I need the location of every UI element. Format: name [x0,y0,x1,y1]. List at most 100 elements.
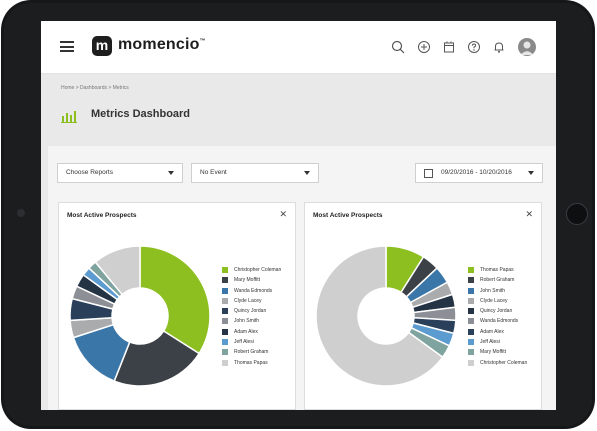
pie-slice-thomas-papas[interactable] [94,245,141,296]
legend-swatch [222,277,228,284]
chart-legend: Thomas Papas Robert Graham John Smith Clyde… [468,267,527,370]
legend-item: Jeff Alesi [222,339,281,349]
legend-swatch [222,339,228,346]
legend-item: Jeff Alesi [468,339,527,349]
app-name: momencio™ [118,36,206,53]
legend-item: Wanda Edmonds [222,287,281,298]
legend-item: Thomas Papas [222,359,281,370]
legend-item: Christopher Coleman [468,359,528,370]
legend-swatch [222,359,228,366]
legend-label: Clyde Lacey [480,297,508,304]
bell-icon[interactable] [492,40,506,54]
legend-label: Mary Moffitt [234,277,261,284]
prospects-card-right: Most Active Prospects ✕ Thomas Papas Robe… [304,202,542,410]
legend-swatch [468,277,474,284]
legend-label: Quincy Jordan [234,308,267,315]
legend-swatch [468,328,474,335]
card-title: Most Active Prospects [313,212,383,219]
logo-icon: m [92,36,112,56]
legend-item: John Smith [222,318,281,328]
legend-label: Robert Graham [480,277,515,284]
legend-swatch [468,297,474,304]
legend-swatch [222,328,228,335]
date-range-picker[interactable]: 09/20/2016 - 10/20/2016 [415,163,543,183]
pie-slice-mary-moffitt[interactable] [113,329,201,387]
legend-item: Mary Moffitt [468,349,527,359]
legend-swatch [222,287,228,294]
close-icon[interactable]: ✕ [279,209,287,219]
chevron-down-icon [168,171,174,175]
legend-item: Quincy Jordan [468,308,527,318]
legend-label: Adam Alex [480,328,504,335]
legend-swatch [468,308,474,315]
legend-label: Thomas Papas [234,359,268,366]
legend-swatch [222,267,228,273]
legend-swatch [222,308,228,315]
donut-chart [315,245,457,387]
legend-item: Adam Alex [222,328,281,339]
legend-swatch [222,349,228,356]
chevron-down-icon [304,171,310,175]
reports-select[interactable]: Choose Reports [57,163,183,183]
event-select[interactable]: No Event [191,163,319,183]
legend-label: Adam Alex [234,328,258,335]
legend-label: Wanda Edmonds [480,318,519,325]
legend-item: Robert Graham [222,349,281,359]
camera-icon [17,209,25,217]
legend-label: Christopher Coleman [480,359,528,366]
legend-label: John Smith [480,287,506,294]
legend-item: Clyde Lacey [222,297,281,308]
legend-item: Clyde Lacey [468,297,527,308]
legend-swatch [222,318,228,325]
legend-swatch [468,349,474,356]
top-bar: m momencio™ [41,21,556,74]
chevron-down-icon [528,171,534,175]
breadcrumb[interactable]: Home > Dashboards > Metrics [61,85,129,91]
home-button[interactable] [566,203,588,225]
reports-select-value: Choose Reports [66,169,113,176]
date-range-value: 09/20/2016 - 10/20/2016 [441,169,512,176]
pie-slice-christopher-coleman[interactable] [315,245,444,387]
page-title: Metrics Dashboard [91,108,191,120]
legend-swatch [468,287,474,294]
pie-slice-christopher-coleman[interactable] [139,245,211,355]
event-select-value: No Event [200,169,227,176]
legend-label: Jeff Alesi [480,339,500,346]
calendar-icon [424,169,433,178]
legend-label: Quincy Jordan [480,308,513,315]
add-icon[interactable] [417,40,431,54]
card-title: Most Active Prospects [67,212,137,219]
calendar-icon[interactable] [442,40,456,54]
legend-item: Christopher Coleman [222,267,281,277]
legend-item: Robert Graham [468,277,527,287]
chart-legend: Christopher Coleman Mary Moffitt Wanda Edm… [222,267,281,370]
legend-item: Adam Alex [468,328,527,339]
close-icon[interactable]: ✕ [525,209,533,219]
app-screen: m momencio™ Home > Dashboards > Metrics [41,21,556,410]
legend-label: John Smith [234,318,260,325]
legend-item: Wanda Edmonds [468,318,527,328]
legend-label: Christopher Coleman [234,267,282,273]
legend-label: Clyde Lacey [234,297,262,304]
legend-label: Wanda Edmonds [234,287,273,294]
search-icon[interactable] [391,40,405,54]
legend-label: Robert Graham [234,349,269,356]
chart-bars-icon [61,109,77,123]
help-icon[interactable] [467,40,481,54]
menu-icon[interactable] [60,41,74,52]
legend-label: Mary Moffitt [480,349,507,356]
legend-item: John Smith [468,287,527,298]
legend-swatch [468,267,474,273]
legend-label: Thomas Papas [480,267,514,273]
donut-chart [69,245,211,387]
legend-swatch [468,359,474,366]
legend-item: Quincy Jordan [222,308,281,318]
legend-swatch [468,318,474,325]
user-avatar[interactable] [518,38,536,56]
prospects-card-left: Most Active Prospects ✕ Christopher Cole… [58,202,296,410]
legend-swatch [468,339,474,346]
legend-swatch [222,297,228,304]
legend-item: Thomas Papas [468,267,527,277]
legend-item: Mary Moffitt [222,277,281,287]
